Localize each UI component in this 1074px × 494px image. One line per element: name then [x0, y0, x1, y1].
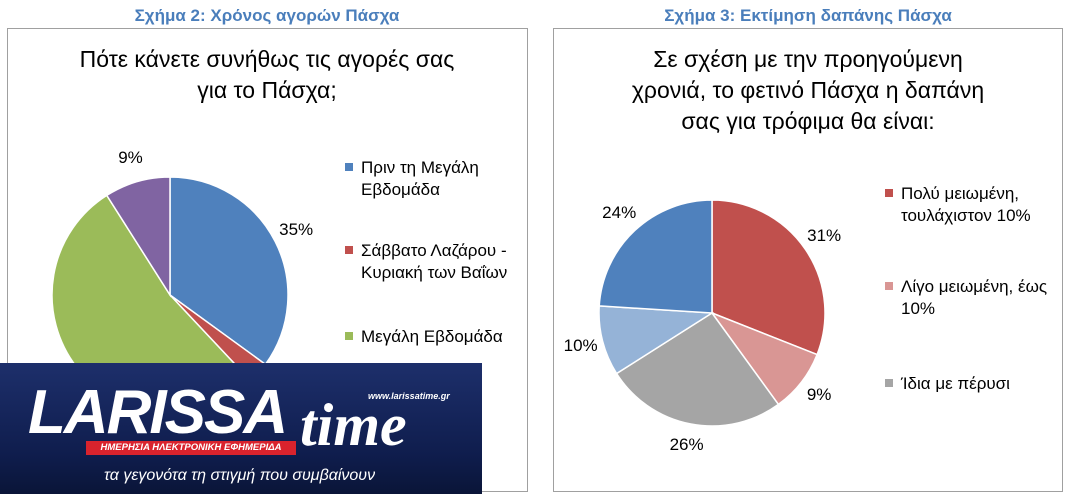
legend-label: Πολύ μειωμένη, τουλάχιστον 10%	[901, 184, 1031, 225]
value-label: 35%	[279, 219, 314, 239]
value-label: 9%	[118, 148, 143, 168]
value-label: 31%	[807, 225, 842, 245]
legend-marker	[345, 163, 353, 171]
logo-slogan: τα γεγονότα τη στιγμή που συμβαίνουν	[104, 467, 376, 484]
value-label: 10%	[563, 335, 598, 355]
chart-title: Πότε κάνετε συνήθως τις αγορές σας	[79, 46, 455, 72]
pie-slice	[598, 305, 715, 375]
logo-name: LARISSA	[28, 378, 288, 447]
logo-banner: LARISSA time www.larissatime.gr ΗΜΕΡΗΣΙΑ…	[0, 363, 482, 494]
pie-slice	[598, 199, 713, 314]
logo-tagline: ΗΜΕΡΗΣΙΑ ΗΛΕΚΤΡΟΝΙΚΗ ΕΦΗΜΕΡΙΔΑ	[86, 441, 296, 455]
pie-slice	[615, 311, 780, 427]
chart-header: Σχήμα 2: Χρόνος αγορών Πάσχα	[134, 6, 400, 25]
value-label: 26%	[669, 435, 704, 455]
value-label: 9%	[806, 385, 832, 405]
chart-title: σας για τρόφιμα θα είναι:	[681, 108, 935, 134]
pie-slice	[105, 176, 171, 298]
chart-title: χρονιά, το φετινό Πάσχα η δαπάνη	[631, 77, 985, 103]
chart-title: Σε σχέση με την προηγούμενη	[653, 46, 963, 72]
legend-marker	[885, 189, 893, 197]
pie-slice	[711, 199, 826, 356]
logo-url: www.larissatime.gr	[368, 391, 450, 401]
legend-label: Πριν τη Μεγάλη Εβδομάδα	[361, 158, 479, 199]
value-label: 24%	[602, 203, 637, 223]
legend-marker	[345, 332, 353, 340]
legend-marker	[885, 379, 893, 387]
chart-title: για το Πάσχα;	[197, 77, 337, 103]
legend-label: Μεγάλη Εβδομάδα	[361, 327, 503, 346]
legend-label: Σάββατο Λαζάρου - Κυριακή των Βαΐων	[361, 241, 508, 282]
legend-label: Λίγο μειωμένη, έως 10%	[901, 277, 1048, 318]
logo-name: time	[300, 392, 407, 458]
legend-marker	[885, 282, 893, 290]
legend-label: Ίδια με πέρυσι	[901, 374, 1010, 393]
pie-slice	[169, 176, 289, 366]
legend-marker	[345, 246, 353, 254]
chart-header: Σχήμα 3: Εκτίμηση δαπάνης Πάσχα	[664, 6, 952, 25]
